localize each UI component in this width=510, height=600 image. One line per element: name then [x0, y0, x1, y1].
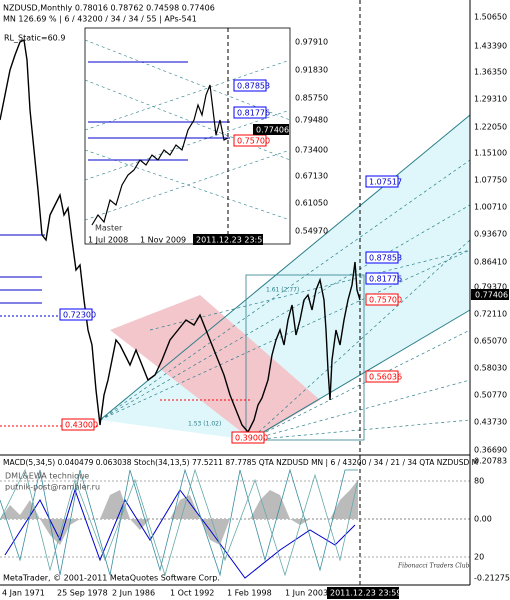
date-label: 1 Oct 1992 — [170, 589, 214, 598]
inset-level-box — [233, 106, 267, 119]
date-label: 2011.12.23 23:59 — [330, 589, 401, 598]
level-box — [231, 431, 265, 444]
indicator-tick-label: 0.00 — [474, 515, 492, 524]
price-tick-label: 0.65070 — [474, 337, 507, 346]
inset-chart — [84, 27, 291, 245]
date-label: 2 Jun 1986 — [112, 589, 155, 598]
fib-label: 1.53 (1.02) — [188, 421, 221, 428]
inset-label: Master — [95, 224, 123, 233]
level-label: 0.75700 — [369, 296, 402, 305]
level-label: 0.39000 — [235, 434, 268, 443]
inset-level: 0.87853 — [237, 82, 270, 91]
level-box — [365, 175, 399, 188]
level-label: 0.81776 — [369, 275, 402, 284]
current-price: 0.77406 — [475, 291, 508, 300]
price-tick-label: 0.79370 — [474, 283, 507, 292]
channel-top — [99, 114, 471, 421]
inset-tick-label: 0.73400 — [295, 146, 328, 155]
price-line — [0, 38, 361, 434]
date-label: 1 Feb 1998 — [227, 589, 272, 598]
inset-tick-label: 0.97910 — [295, 38, 328, 47]
level-box — [365, 293, 399, 306]
indicator-title: MACD(5,34,5) 0.040479 0.063038 Stoch(34,… — [3, 458, 478, 467]
inset-tick-label: 0.85750 — [295, 94, 328, 103]
inset-tick-label: 0.79480 — [295, 116, 328, 125]
club: Fibonacci Traders Club — [397, 563, 470, 570]
level-lines — [0, 234, 90, 317]
level-label: 1.07517 — [369, 178, 402, 187]
static-label: RL_Static=60.9 — [4, 34, 65, 43]
level-label: 0.87853 — [369, 254, 402, 263]
inset-level: 0.75700 — [237, 137, 270, 146]
inset-current: 0.77406 — [256, 126, 289, 135]
level-label: 0.56036 — [369, 373, 402, 382]
indicator-panel — [0, 454, 470, 579]
inset-level-box — [233, 134, 267, 147]
indicator-tick-label: 0.20783 — [474, 457, 507, 466]
level-label: 0.43000 — [65, 421, 98, 430]
indicator-tick-label: -0.21275 — [474, 574, 510, 583]
main-chart — [0, 0, 471, 600]
price-tick-label: 0.93670 — [474, 230, 507, 239]
box — [245, 274, 365, 441]
price-tick-label: 1.50650 — [474, 13, 507, 22]
price-tick-label: 0.50770 — [474, 391, 507, 400]
price-tick-label: 1.00710 — [474, 203, 507, 212]
inset-level-box — [233, 79, 267, 92]
fib-label: 1.61 (2.77) — [266, 287, 299, 294]
level-box — [365, 370, 399, 383]
price-tick-label: 0.43730 — [474, 418, 507, 427]
current-price-box — [471, 289, 509, 300]
indicator-tick-label: 80 — [474, 477, 484, 486]
price-tick-label: 0.86410 — [474, 258, 507, 267]
price-tick-label: 0.58030 — [474, 364, 507, 373]
inset-level: 0.81776 — [237, 109, 270, 118]
symbol-line: NZDUSD,Monthly 0.78016 0.78762 0.74598 0… — [3, 4, 215, 13]
inset-date-box — [193, 234, 263, 245]
level-label: 0.72300 — [63, 311, 96, 320]
level-box — [59, 308, 93, 321]
inset-current-box — [253, 124, 289, 135]
price-tick-label: 1.22050 — [474, 123, 507, 132]
inset-tick-label: 0.61050 — [295, 199, 328, 208]
price-tick-label: 1.07750 — [474, 176, 507, 185]
technique: DML&EWA technique — [5, 472, 89, 481]
level-box — [61, 418, 95, 431]
price-tick-label: 1.15100 — [474, 149, 507, 158]
inset-tick-label: 0.54970 — [295, 227, 328, 236]
price-tick-label: 1.36350 — [474, 68, 507, 77]
price-tick-label: 0.36690 — [474, 446, 507, 455]
inset-tick-label: 0.67130 — [295, 172, 328, 181]
indicator-tick-label: 20 — [474, 553, 484, 562]
inset-date: 2011.12.23 23:59 — [196, 236, 267, 245]
date-label: 1 Jun 2003 — [285, 589, 328, 598]
price-tick-label: 1.29310 — [474, 95, 507, 104]
level-box — [365, 251, 399, 264]
inset-date: 1 Jul 2008 — [88, 236, 128, 245]
price-tick-label: 0.72110 — [474, 310, 507, 319]
inset-tick-label: 0.91830 — [295, 66, 328, 75]
inset-date: 1 Nov 2009 — [140, 236, 186, 245]
copyright: MetaTrader, © 2001-2011 MetaQuotes Softw… — [3, 574, 220, 583]
email: putnik-post@rambler.ru — [5, 483, 100, 492]
level-box — [365, 272, 399, 285]
date-label: 25 Sep 1978 — [57, 589, 108, 598]
price-tick-label: 1.43390 — [474, 42, 507, 51]
current-date-box — [327, 587, 399, 599]
info-line: MN 126.69 % | 6 / 43200 / 34 / 34 / 55 |… — [3, 15, 197, 24]
date-label: 4 Jan 1971 — [2, 589, 45, 598]
